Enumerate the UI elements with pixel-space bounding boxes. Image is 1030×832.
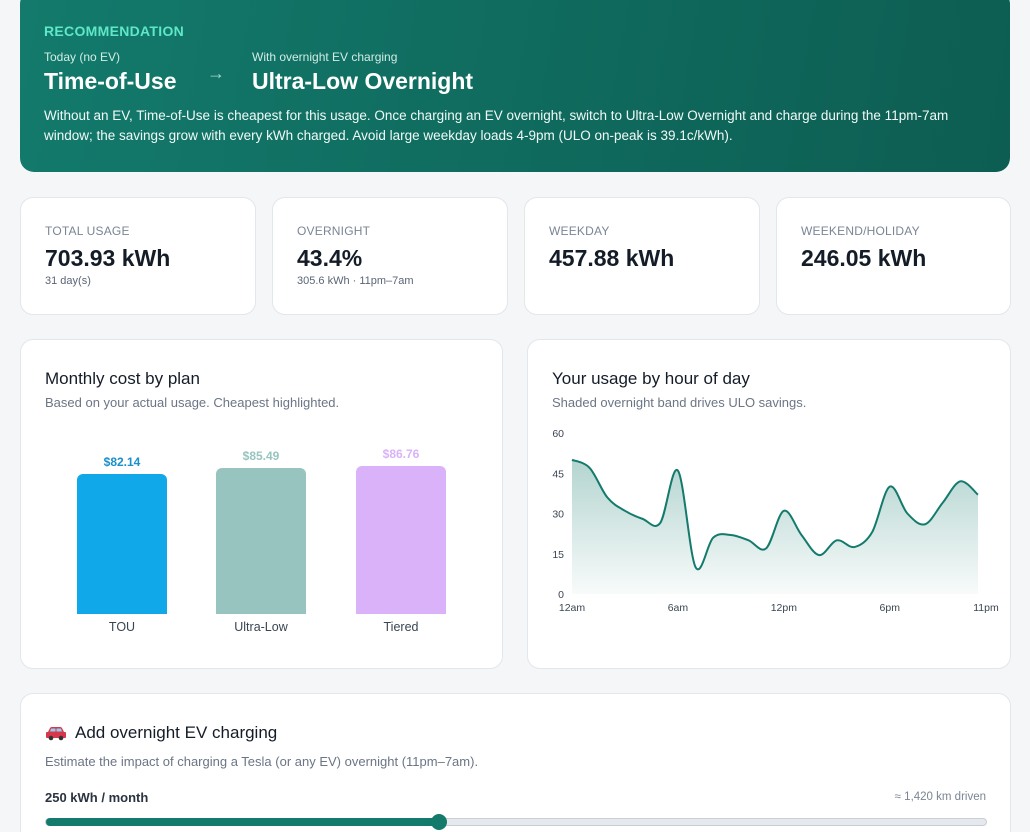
bar-category-label: Ultra-Low (234, 620, 288, 634)
ev-plan-block: With overnight EV charging Ultra-Low Ove… (252, 50, 473, 95)
current-plan-block: Today (no EV) Time-of-Use (44, 50, 177, 95)
arrow-right-icon: → (207, 63, 225, 83)
card-subtitle: Shaded overnight band drives ULO savings… (552, 395, 807, 410)
hourly-usage-card: Your usage by hour of day Shaded overnig… (527, 339, 1011, 669)
ev-title-text: Add overnight EV charging (75, 723, 278, 742)
x-tick-label: 6pm (880, 602, 901, 614)
ev-km-estimate: ≈ 1,420 km driven (894, 791, 986, 803)
cost-bar (77, 473, 167, 614)
stat-value: 43.4% (297, 245, 363, 271)
ev-plan: Ultra-Low Overnight (252, 68, 474, 94)
usage-area (572, 459, 978, 594)
usage-line (571, 458, 979, 571)
today-plan: Time-of-Use (44, 68, 177, 94)
stat-value: 703.93 kWh (45, 245, 171, 271)
x-tick-label: 11pm (973, 602, 999, 614)
stat-label: WEEKEND/HOLIDAY (801, 224, 920, 238)
card-title: Your usage by hour of day (552, 369, 750, 388)
y-tick-label: 0 (558, 589, 564, 601)
y-tick-label: 45 (552, 468, 564, 480)
cost-bar (356, 466, 446, 614)
stat-label: WEEKDAY (549, 224, 610, 238)
bar-value-label: $82.14 (103, 454, 141, 469)
stat-total-usage: TOTAL USAGE 703.93 kWh 31 day(s) (20, 197, 256, 315)
stat-label: OVERNIGHT (297, 224, 371, 238)
recommendation-banner: RECOMMENDATION Today (no EV) Time-of-Use… (20, 0, 1010, 172)
stat-value: 457.88 kWh (549, 245, 675, 271)
x-tick-label: 12pm (771, 602, 798, 614)
y-tick-label: 30 (552, 509, 564, 521)
ev-subtitle: Estimate the impact of charging a Tesla … (45, 754, 479, 769)
x-tick-label: 12am (559, 602, 586, 614)
stat-weekend-holiday: WEEKEND/HOLIDAY 246.05 kWh (776, 197, 1011, 315)
bar-category-label: TOU (108, 620, 136, 634)
y-tick-label: 15 (552, 549, 564, 561)
ev-charging-card: Add overnight EV charging Estimate the i… (20, 693, 1011, 832)
stat-label: TOTAL USAGE (45, 224, 130, 238)
stat-sub: 305.6 kWh · 11pm–7am (297, 275, 414, 287)
x-tick-label: 6am (668, 602, 689, 614)
monthly-cost-card: Monthly cost by plan Based on your actua… (20, 339, 503, 669)
bar-category-label: Tiered (383, 620, 419, 634)
card-subtitle: Based on your actual usage. Cheapest hig… (45, 395, 340, 410)
stat-weekday: WEEKDAY 457.88 kWh (524, 197, 760, 315)
slider-thumb[interactable] (430, 814, 447, 830)
bar-value-label: $85.49 (242, 449, 280, 464)
today-label: Today (no EV) (44, 50, 121, 64)
recommendation-label: RECOMMENDATION (44, 23, 185, 39)
stat-value: 246.05 kWh (801, 245, 927, 271)
card-title: Monthly cost by plan (45, 369, 200, 388)
cost-bar (216, 468, 306, 614)
slider-fill (46, 818, 439, 826)
hourly-usage-chart: 0 15 30 45 60 12am 6am 12pm 6pm 11pm (552, 428, 999, 614)
ev-kwh-value: 250 kWh / month (45, 790, 149, 805)
car-icon (45, 725, 67, 741)
y-tick-label: 60 (552, 428, 564, 440)
ev-card-title: Add overnight EV charging (45, 723, 277, 743)
ev-kwh-slider[interactable] (45, 814, 987, 830)
ev-label: With overnight EV charging (252, 50, 398, 64)
recommendation-description: Without an EV, Time-of-Use is cheapest f… (44, 108, 949, 143)
stat-overnight: OVERNIGHT 43.4% 305.6 kWh · 11pm–7am (272, 197, 508, 315)
stat-sub: 31 day(s) (45, 275, 91, 287)
bar-value-label: $86.76 (382, 447, 420, 461)
